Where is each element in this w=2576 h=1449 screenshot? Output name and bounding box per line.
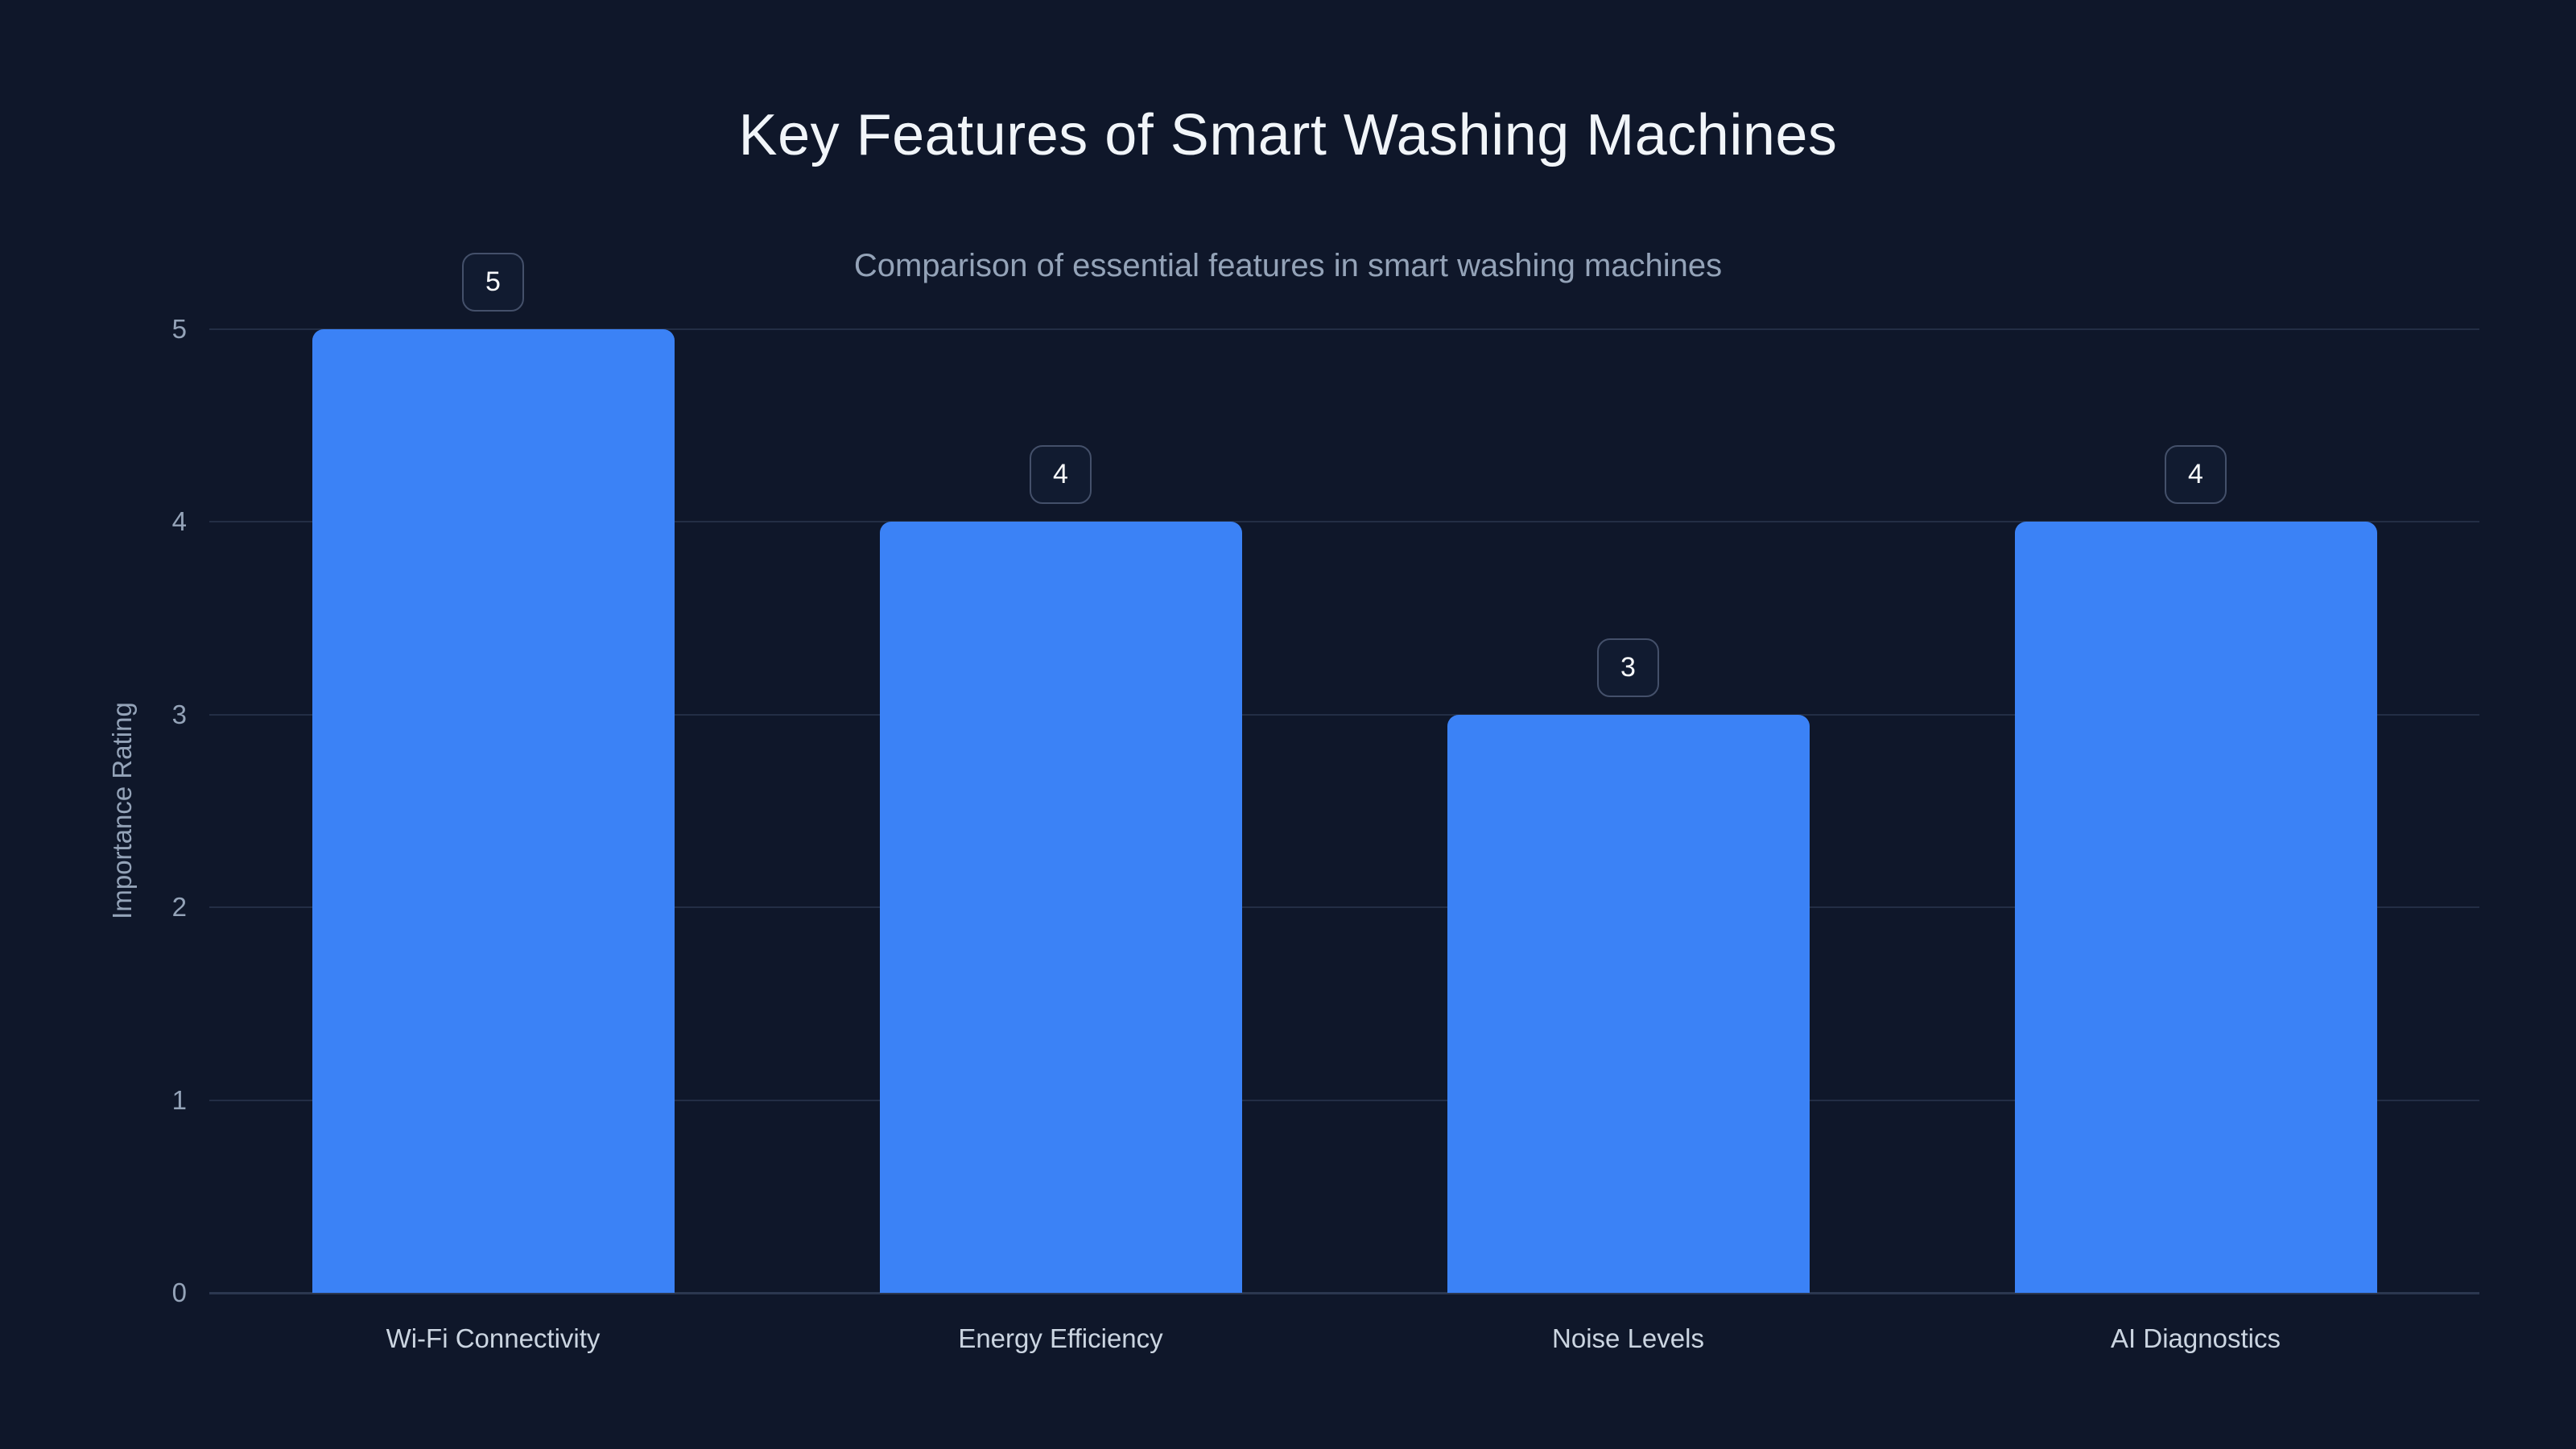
gridline-1 [209, 1099, 2479, 1101]
bar-ai-diagnostics[interactable] [2014, 522, 2377, 1293]
value-label-wi-fi-connectivity: 5 [462, 253, 524, 312]
y-tick-2: 2 [171, 892, 187, 923]
x-axis-line [209, 1292, 2479, 1294]
y-tick-4: 4 [171, 506, 187, 537]
value-label-ai-diagnostics: 4 [2165, 445, 2227, 505]
chart-subtitle: Comparison of essential features in smar… [853, 248, 1723, 283]
gridline-3 [209, 713, 2479, 716]
gridline-5 [209, 328, 2479, 330]
bar-wi-fi-connectivity[interactable] [312, 329, 675, 1293]
value-label-energy-efficiency: 4 [1030, 445, 1092, 505]
bar-energy-efficiency[interactable] [879, 522, 1242, 1293]
y-tick-0: 0 [171, 1278, 187, 1307]
y-tick-1: 1 [171, 1084, 187, 1115]
x-category-energy-efficiency: Energy Efficiency [958, 1323, 1163, 1353]
y-tick-5: 5 [171, 314, 187, 344]
y-tick-3: 3 [171, 699, 187, 729]
value-label-noise-levels: 3 [1597, 638, 1659, 697]
chart-title: Key Features of Smart Washing Machines [738, 103, 1838, 167]
gridline-2 [209, 906, 2479, 909]
x-category-noise-levels: Noise Levels [1552, 1323, 1704, 1353]
bar-noise-levels[interactable] [1447, 714, 1810, 1293]
gridline-4 [209, 521, 2479, 523]
y-axis-label: Importance Rating [107, 702, 137, 919]
x-category-wi-fi-connectivity: Wi-Fi Connectivity [386, 1323, 601, 1353]
x-category-ai-diagnostics: AI Diagnostics [2111, 1323, 2281, 1353]
